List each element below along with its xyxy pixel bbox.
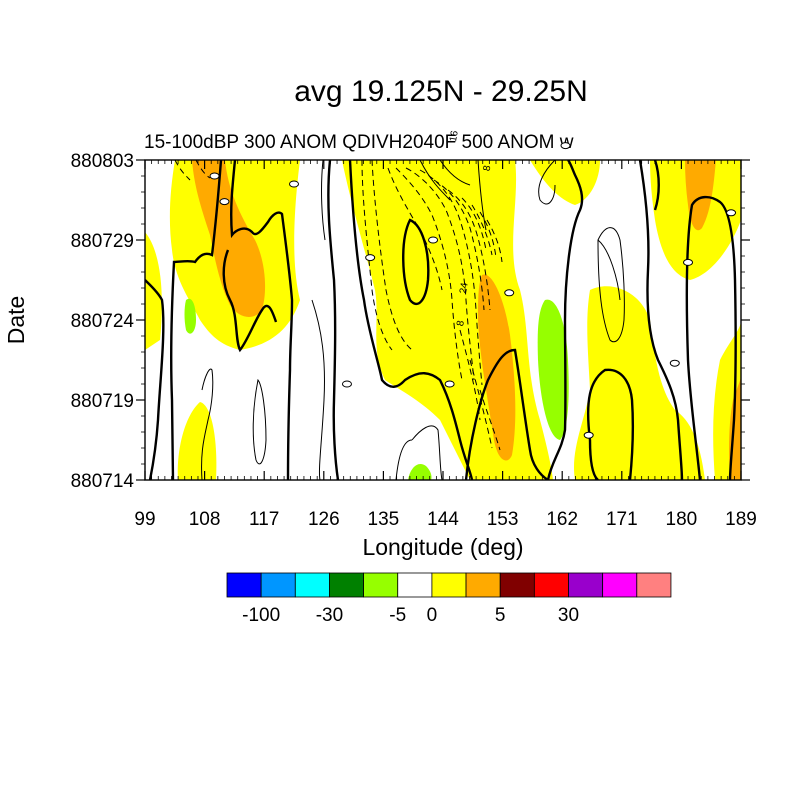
y-tick-label: 880729	[71, 231, 134, 252]
shade-orange-west	[192, 160, 266, 317]
contour-label	[444, 380, 455, 388]
contour-label: 24	[458, 281, 471, 294]
shade-orange-ne	[685, 160, 716, 231]
colorbar-labels: -100 -30 -5 0 5 30	[242, 605, 579, 626]
shade-yellow-west	[145, 232, 162, 350]
contour-lines	[145, 160, 737, 480]
contour-label	[683, 258, 694, 266]
y-tick-label: 880719	[71, 391, 134, 412]
colorbar-box	[329, 572, 365, 598]
colorbar-box	[363, 572, 399, 598]
contour-label-text: 8	[455, 319, 467, 327]
chart-subtitle: 15-100dBP 300 ANOM QDIVH2040F 500 ANOM w	[144, 132, 574, 153]
x-tick-label: 108	[189, 509, 221, 530]
shade-green-3	[408, 463, 432, 480]
colorbar-label: 0	[427, 605, 438, 626]
positive-contours	[201, 160, 625, 480]
shade-orange-center	[478, 274, 516, 461]
shade-green-2	[537, 299, 569, 440]
x-tick-label: 144	[427, 509, 459, 530]
contour-label	[209, 172, 220, 180]
colorbar-box	[397, 572, 433, 598]
x-axis-label: Longitude (deg)	[362, 534, 523, 560]
colorbar-box	[260, 572, 296, 598]
colorbar-box	[226, 572, 262, 598]
colorbar-box	[294, 572, 330, 598]
contour-label: 16	[448, 129, 461, 142]
x-tick-label: 162	[546, 509, 578, 530]
zero-contours	[145, 160, 737, 480]
x-tick-labels: 99 108 117 126 135 144 153 162 171 180 189	[134, 509, 756, 530]
x-tick-label: 126	[308, 509, 340, 530]
x-tick-label: 189	[725, 509, 757, 530]
contour-label-text: 8	[482, 164, 494, 172]
shaded-field	[145, 160, 741, 480]
colorbar-box	[533, 572, 569, 598]
y-tick-label: 880803	[71, 151, 134, 172]
contour-label	[726, 209, 737, 217]
contour-label	[669, 359, 680, 367]
x-tick-label: 171	[606, 509, 638, 530]
contour-label	[365, 254, 376, 262]
contour-labels: 16 8 24 8	[209, 129, 737, 439]
axis-ticks	[136, 159, 750, 481]
y-tick-label: 880714	[71, 471, 135, 492]
colorbar-box	[499, 572, 535, 598]
x-tick-label: 135	[368, 509, 400, 530]
shade-yellow-sw	[177, 402, 217, 480]
contour-label	[341, 380, 352, 388]
plot-area: 16 8 24 8	[136, 129, 750, 481]
contour-label: 8	[482, 164, 494, 172]
chart-title: avg 19.125N - 29.25N	[294, 75, 588, 108]
colorbar-box	[431, 572, 467, 598]
colorbar-label: -30	[316, 605, 343, 626]
colorbar-box	[636, 572, 672, 598]
contour-label	[289, 180, 299, 188]
colorbar-box	[602, 572, 638, 598]
negative-contours	[174, 160, 503, 451]
contour-label	[583, 431, 594, 439]
contour-label: 8	[455, 319, 467, 327]
shade-green-1	[184, 298, 196, 334]
x-tick-label: 117	[249, 509, 279, 530]
colorbar-box	[465, 572, 501, 598]
x-tick-label: 99	[134, 509, 155, 530]
contour-label-text: 24	[458, 281, 471, 294]
contour-label	[560, 142, 571, 150]
contour-label	[504, 289, 515, 297]
contour-label-text: 16	[448, 129, 461, 142]
y-tick-label: 880724	[71, 311, 135, 332]
shade-yellow-east	[573, 286, 705, 480]
colorbar-label: -5	[389, 605, 406, 626]
colorbar-box	[568, 572, 604, 598]
colorbar-label: 5	[495, 605, 506, 626]
x-tick-label: 180	[666, 509, 698, 530]
colorbar	[226, 572, 672, 598]
contour-label	[428, 236, 439, 244]
x-tick-label: 153	[487, 509, 519, 530]
colorbar-label: 30	[558, 605, 579, 626]
colorbar-label: -100	[242, 605, 280, 626]
y-axis-label: Date	[3, 296, 29, 345]
y-tick-labels: 880803 880729 880724 880719 880714	[71, 151, 135, 492]
contour-label	[219, 198, 230, 206]
